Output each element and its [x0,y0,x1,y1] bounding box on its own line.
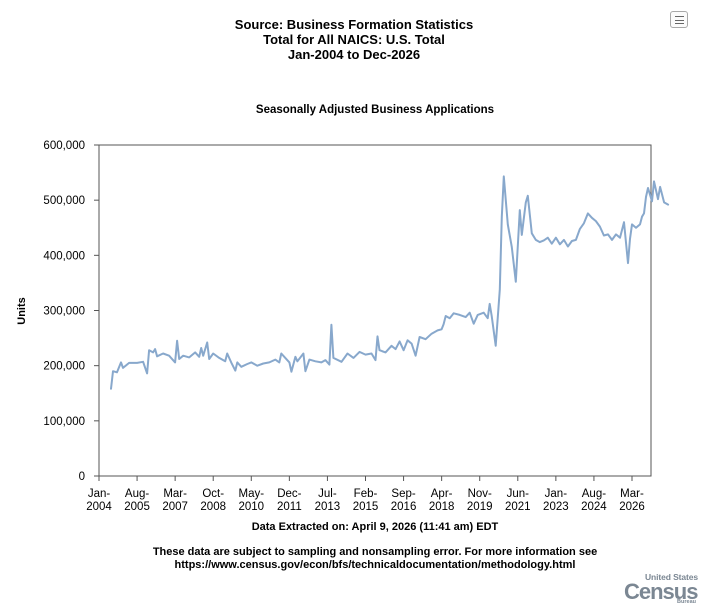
plot-area [98,144,652,477]
y-tick-label: 400,000 [43,250,85,262]
chart-title: Seasonally Adjusted Business Application… [255,104,495,116]
sampling-note-line1: These data are subject to sampling and n… [152,546,598,558]
logo-united-states: United States [644,572,698,582]
sampling-note-line2[interactable]: https://www.census.gov/econ/bfs/technica… [174,559,576,571]
y-axis-label: Units [16,297,28,325]
x-tick-label: Jan-2023 [543,488,569,513]
x-tick-label: Jul-2013 [315,488,341,513]
y-axis: 0 100,000 200,000 300,000 400,000 500,000 600,… [43,140,99,483]
y-tick-label: 100,000 [43,416,85,428]
series-line-business-applications [110,175,670,390]
x-tick-label: Feb-2015 [353,488,379,513]
header-range: Jan-2004 to Dec-2026 [287,47,421,62]
y-tick-label: 0 [79,471,85,483]
header-series: Total for All NAICS: U.S. Total [263,32,445,47]
y-tick-label: 600,000 [43,140,85,152]
logo-census: Census [624,579,698,604]
x-tick-label: Aug-2005 [124,488,150,513]
census-bureau-logo: United States Census Bureau [622,572,702,606]
x-tick-label: Jan-2004 [86,488,112,513]
hamburger-menu-icon[interactable] [670,11,688,28]
y-tick-label: 300,000 [43,306,85,318]
series-layer [110,175,670,390]
x-tick-label: Jun-2021 [505,488,531,513]
x-tick-label: Apr-2018 [429,488,455,513]
x-tick-label: Mar-2007 [162,488,188,513]
x-tick-label: Aug-2024 [581,488,607,513]
x-tick-label: Oct-2008 [200,488,226,513]
x-tick-label: Mar-2026 [619,488,645,513]
y-tick-label: 200,000 [43,361,85,373]
y-tick-label: 500,000 [43,195,85,207]
data-extracted-note: Data Extracted on: April 9, 2026 (11:41 … [251,521,499,533]
x-tick-label: Sep-2016 [391,488,417,513]
x-axis: Jan-2004 Aug-2005 Mar-2007 Oct-2008 May-2010… [86,476,645,513]
header-source: Source: Business Formation Statistics [234,17,474,32]
logo-bureau: Bureau [677,599,696,605]
x-tick-label: May-2010 [238,488,264,513]
x-tick-label: Nov-2019 [467,488,493,513]
x-tick-label: Dec-2011 [277,488,302,513]
